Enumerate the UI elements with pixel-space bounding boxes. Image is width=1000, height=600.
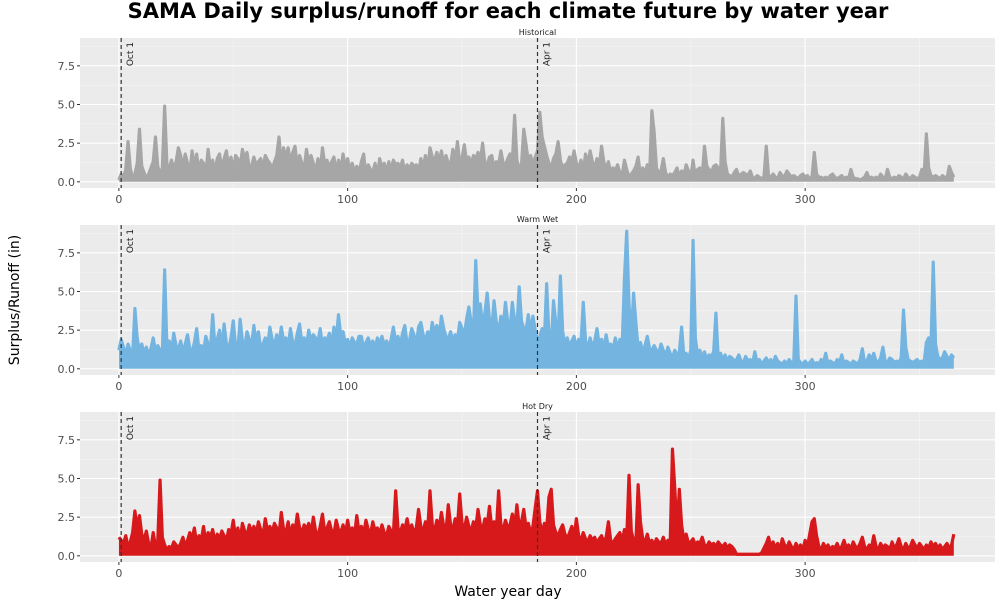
chart-title: SAMA Daily surplus/runoff for each clima… (128, 0, 889, 23)
x-tick-label: 300 (795, 193, 816, 206)
y-tick-label: 7.5 (58, 60, 76, 73)
x-tick-label: 200 (566, 193, 587, 206)
x-tick-label: 100 (337, 193, 358, 206)
y-tick-label: 2.5 (58, 137, 76, 150)
x-tick-label: 200 (566, 380, 587, 393)
y-tick-label: 0.0 (58, 363, 76, 376)
y-tick-label: 7.5 (58, 247, 76, 260)
reference-line-label: Apr 1 (543, 42, 553, 66)
x-tick-label: 0 (115, 380, 122, 393)
facet-title: Warm Wet (517, 215, 558, 224)
x-axis-title: Water year day (454, 584, 561, 600)
y-tick-label: 5.0 (58, 472, 76, 485)
reference-line-label: Oct 1 (126, 42, 136, 66)
y-tick-label: 2.5 (58, 324, 76, 337)
reference-line-label: Oct 1 (126, 416, 136, 440)
reference-line-label: Apr 1 (543, 416, 553, 440)
x-tick-label: 100 (337, 380, 358, 393)
series-line (117, 229, 956, 366)
y-tick-label: 0.0 (58, 550, 76, 563)
reference-line-label: Apr 1 (543, 229, 553, 253)
facet-title: Hot Dry (522, 402, 553, 411)
y-tick-label: 0.0 (58, 176, 76, 189)
y-tick-label: 5.0 (58, 98, 76, 111)
y-tick-label: 2.5 (58, 511, 76, 524)
facet-title: Historical (519, 28, 556, 37)
x-tick-label: 0 (115, 567, 122, 580)
panel-hot-dry: Hot Dry Oct 1 Apr 1 0 100 200 300 0.0 2.5 5.0 7.5 (58, 402, 995, 580)
x-tick-label: 300 (795, 380, 816, 393)
x-tick-label: 200 (566, 567, 587, 580)
y-tick-label: 5.0 (58, 285, 76, 298)
x-tick-label: 0 (115, 193, 122, 206)
x-tick-label: 300 (795, 567, 816, 580)
panel-warm-wet: Warm Wet Oct 1 Apr 1 0 100 200 300 0.0 2.5 5.0 7.5 (58, 215, 995, 393)
reference-line-label: Oct 1 (126, 229, 136, 253)
panel-historical: Historical Oct 1 Apr 1 0 100 200 300 0.0 2.5 5.0 7… (58, 28, 995, 206)
series-line (117, 104, 956, 182)
y-tick-label: 7.5 (58, 434, 76, 447)
x-tick-label: 100 (337, 567, 358, 580)
y-axis-title: Surplus/Runoff (in) (7, 235, 23, 365)
facet-panels: Historical Oct 1 Apr 1 0 100 200 300 0.0 2.5 5.0 7… (58, 28, 995, 580)
series-line (117, 447, 956, 556)
